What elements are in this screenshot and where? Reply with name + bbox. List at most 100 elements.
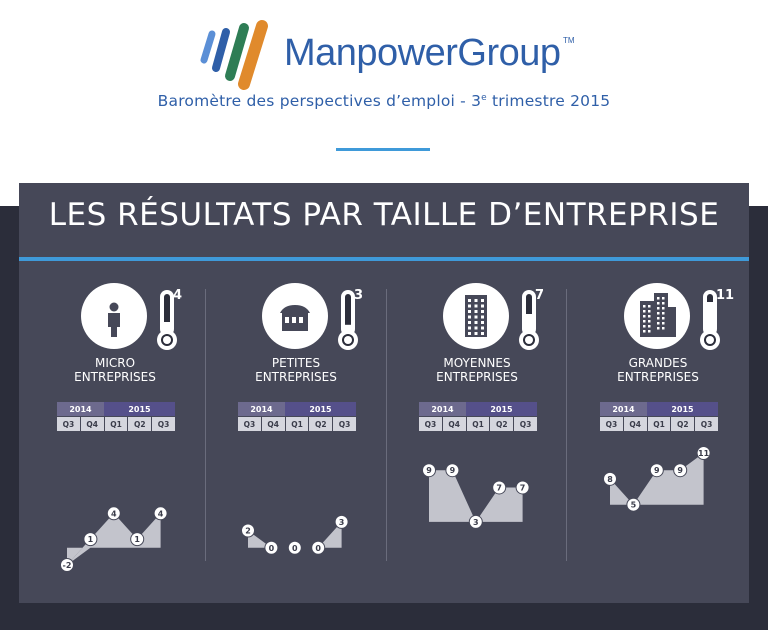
quarter-label: Q2 [490,417,514,431]
category-label-line2: ENTREPRISES [436,370,518,384]
data-label: 2 [245,527,251,536]
data-label: 5 [631,501,637,510]
area-chart: -2 1 4 1 4 [60,506,168,572]
quarter-label: Q4 [261,417,285,431]
quarter-label: Q4 [623,417,647,431]
quarter-label: Q3 [57,417,80,431]
data-point [468,514,483,529]
data-point [649,463,664,478]
column-separator [566,289,567,561]
category-label: MICRO ENTREPRISES [39,356,191,384]
quarter-label: Q3 [152,417,175,431]
category-label-line1: MOYENNES [443,356,511,370]
data-label: 1 [88,535,94,544]
subtitle: Baromètre des perspectives d’emploi - 3e… [0,92,768,110]
quarter-label: Q1 [647,417,671,431]
quarter-label: Q3 [695,417,718,431]
data-label: 0 [315,544,321,553]
year-header: 2014 [419,402,466,416]
data-label: 0 [292,544,298,553]
data-label: 1 [134,535,140,544]
subtitle-after: trimestre 2015 [486,92,611,110]
quarter-label: Q3 [600,417,623,431]
category-label: PETITES ENTREPRISES [220,356,372,384]
category-label: GRANDES ENTREPRISES [582,356,734,384]
area-series [67,513,161,565]
header: ManpowerGroup TM Baromètre des perspecti… [0,0,768,200]
data-point [603,471,617,486]
year-header: 2015 [647,402,718,416]
category-icon-circle [81,283,147,349]
category-label: MOYENNES ENTREPRISES [401,356,553,384]
skyscrapers-icon [640,293,676,337]
data-point [445,463,460,478]
data-point [311,540,326,555]
data-point [626,497,641,512]
size-column: 7 MOYENNES ENTREPRISES 2014 2015 Q3 Q4 Q1 Q2 Q3 9 9… [381,183,561,603]
data-label: 9 [450,466,456,475]
data-label: 7 [496,483,502,492]
quarter-label: Q1 [104,417,128,431]
person-icon [108,302,120,337]
results-panel: LES RÉSULTATS PAR TAILLE D’ENTREPRISE 4 M… [19,183,749,603]
data-label: -2 [63,561,72,570]
header-divider [336,148,430,151]
category-label-line2: ENTREPRISES [74,370,156,384]
category-icon-circle [624,283,690,349]
subtitle-superscript: e [481,93,487,103]
data-label: 0 [269,544,275,553]
data-point [264,540,279,555]
size-column: 3 PETITES ENTREPRISES 2014 2015 Q3 Q4 Q1 Q2 Q3 2 0 0… [200,183,380,603]
quarter-table: 2014 2015 Q3 Q4 Q1 Q2 Q3 [419,402,537,431]
data-label: 9 [426,466,432,475]
category-label-line2: ENTREPRISES [255,370,337,384]
quarter-label: Q3 [333,417,356,431]
quarter-label: Q1 [285,417,309,431]
category-label-line1: PETITES [271,356,321,370]
column-separator [205,289,206,561]
panel-title: LES RÉSULTATS PAR TAILLE D’ENTREPRISE [48,197,720,233]
data-label: 3 [339,518,345,527]
quarter-label: Q2 [128,417,152,431]
data-point [130,532,145,547]
data-point [673,463,688,478]
year-header: 2015 [104,402,175,416]
area-chart: 9 9 3 7 7 [422,463,530,529]
brand-name: ManpowerGroup [284,32,561,74]
area-series [429,470,523,522]
shop-icon [280,305,310,331]
year-header: 2014 [600,402,647,416]
data-point [696,446,711,460]
data-point [153,506,168,521]
quarter-label: Q4 [442,417,466,431]
quarter-label: Q3 [419,417,442,431]
area-chart: 2 0 0 0 3 [241,514,349,555]
manpowergroup-logo-icon [200,20,268,90]
subtitle-before: Baromètre des perspectives d’emploi - 3 [157,92,482,110]
data-point [334,514,349,529]
quarter-label: Q2 [309,417,333,431]
data-label: 9 [677,466,683,475]
year-header: 2014 [57,402,104,416]
data-label: 4 [111,509,117,518]
thermometer-icon [338,290,358,350]
panel-title-rule [19,257,749,261]
area-chart: 8 5 9 9 11 [603,446,711,512]
thermometer-icon [700,290,720,350]
quarter-label: Q4 [80,417,104,431]
area-series [610,453,704,505]
year-header: 2015 [466,402,537,416]
thermometer-value: 3 [354,288,364,303]
data-point [60,558,74,572]
category-icon-circle [443,283,509,349]
data-point [287,540,302,555]
column-separator [386,289,387,561]
thermometer-icon [157,290,177,350]
data-point [515,480,530,495]
data-point [106,506,121,521]
data-label: 11 [698,449,710,458]
data-label: 4 [158,509,164,518]
data-point [492,480,507,495]
data-label: 8 [607,475,613,484]
year-header: 2014 [238,402,285,416]
